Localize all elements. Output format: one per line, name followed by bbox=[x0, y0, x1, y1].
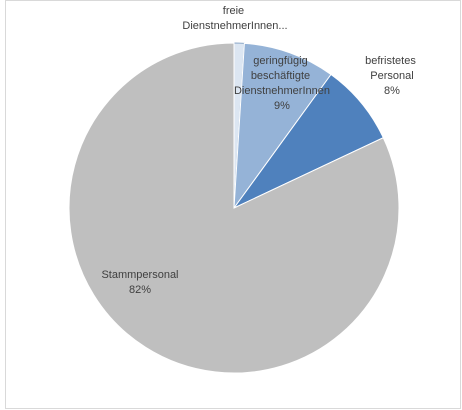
category-label: Stammpersonal bbox=[101, 269, 178, 281]
slice-label: befristetes Personal 8% bbox=[365, 55, 419, 97]
slice-label: geringfügig beschäftigte DienstnehmerInn… bbox=[234, 55, 330, 112]
category-label: befristetes Personal bbox=[365, 55, 419, 82]
pie-slice bbox=[233, 42, 332, 210]
slice-label: freie DienstnehmerInnen... bbox=[182, 5, 287, 32]
value-label: 9% bbox=[274, 100, 290, 112]
chart-border bbox=[5, 0, 461, 409]
pie-slice bbox=[68, 42, 400, 374]
category-label: geringfügig beschäftigte DienstnehmerInn… bbox=[234, 55, 330, 97]
category-label: freie DienstnehmerInnen... bbox=[182, 5, 287, 32]
value-label: 8% bbox=[384, 85, 400, 97]
value-label: 82% bbox=[129, 284, 151, 296]
slice-label: Stammpersonal 82% bbox=[101, 269, 178, 296]
